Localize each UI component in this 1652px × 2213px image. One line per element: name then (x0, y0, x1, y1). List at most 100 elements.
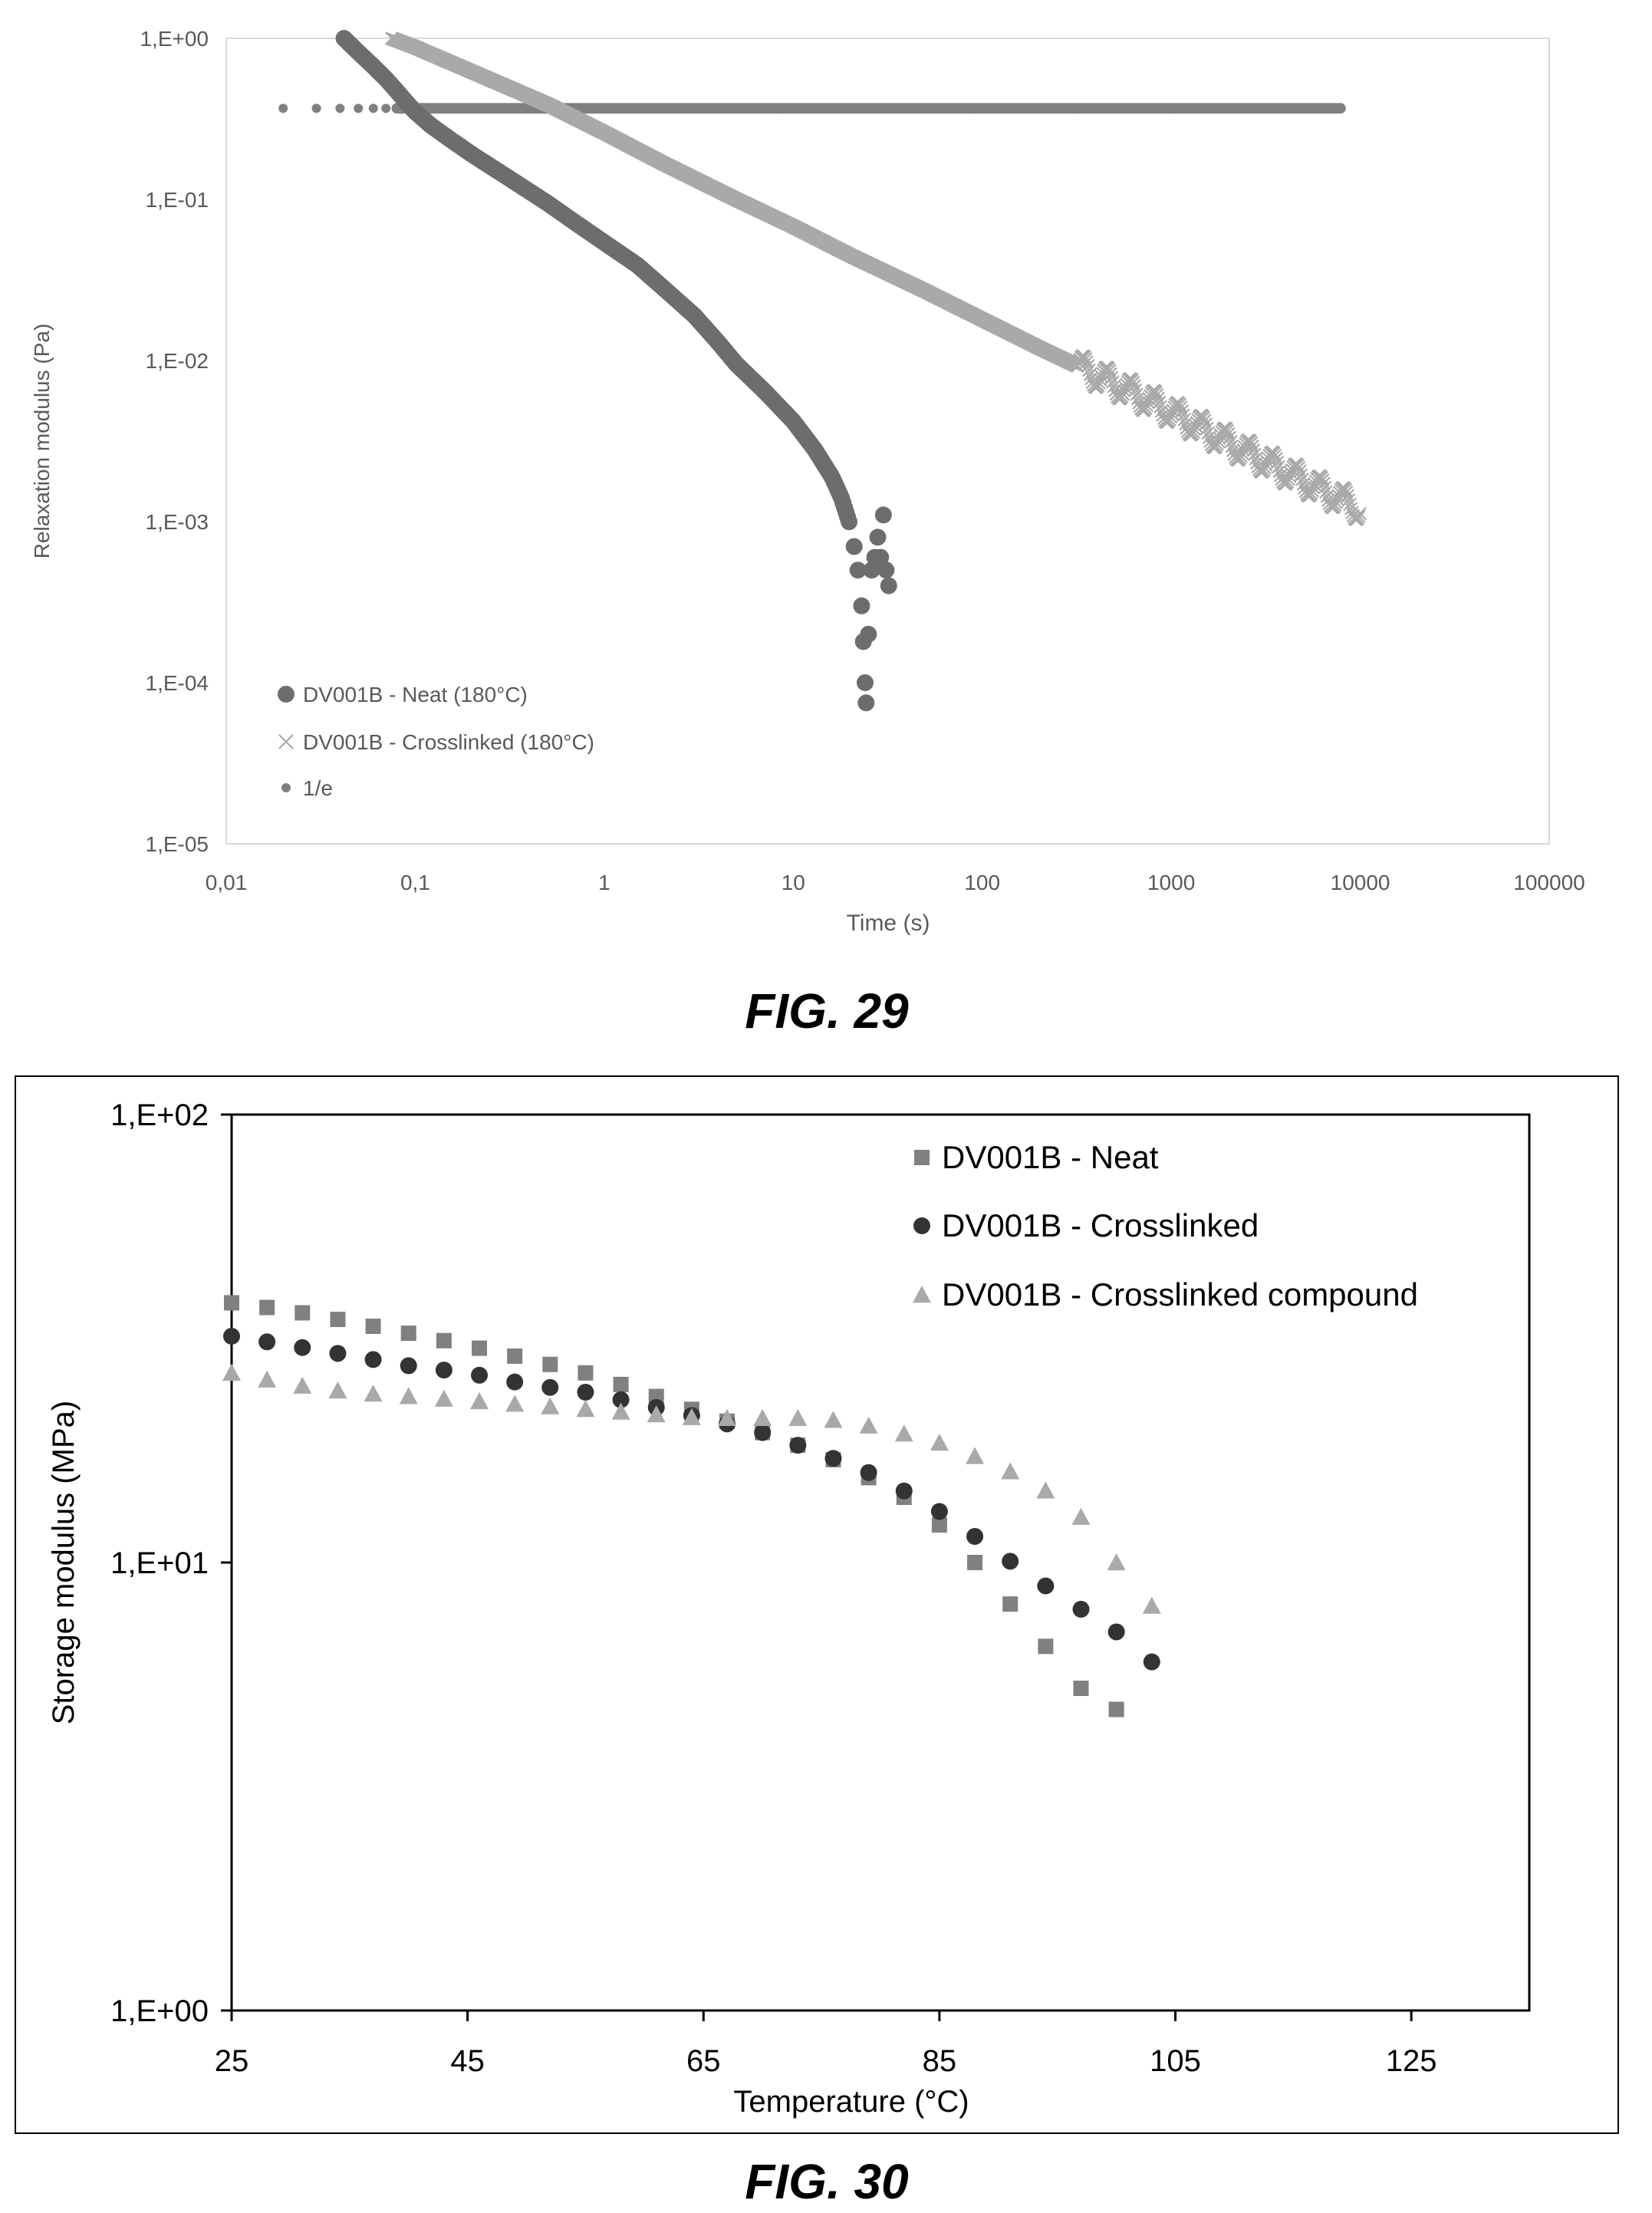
series-compound-point (753, 1408, 772, 1427)
series-compound-point (222, 1363, 241, 1381)
y-tick-label: 1,E+00 (110, 1994, 209, 2028)
series-crosslinked-point (1296, 477, 1311, 491)
series-neat-point (330, 1312, 346, 1328)
legend-marker (913, 1217, 930, 1234)
series-crosslinked-point (754, 1424, 772, 1441)
figure-caption: FIG. 29 (745, 983, 909, 1039)
plot-area-border (230, 1113, 1531, 2012)
series-neat-point (400, 1325, 416, 1342)
series-compound-point (859, 1416, 878, 1434)
series-compound-point (611, 1402, 630, 1420)
series-compound-point (788, 1408, 808, 1427)
series-1e-point (1334, 103, 1346, 114)
series-neat-point (436, 1332, 452, 1349)
storage-modulus-chart: 1,E+02 1,E+01 1,E+00 25 45 65 85 105 125 Temper… (15, 1075, 1619, 2209)
legend-marker (278, 686, 295, 703)
x-tick-label: 45 (450, 2044, 485, 2078)
series-compound-point (1107, 1553, 1126, 1571)
series-crosslinked-point (1106, 375, 1120, 389)
legend-marker (914, 1150, 930, 1165)
series-neat-point (849, 561, 867, 579)
series-neat-point (841, 513, 858, 531)
series-crosslinked-point (1293, 464, 1307, 478)
series-compound-point (258, 1370, 277, 1388)
series-crosslinked-point (1272, 459, 1285, 474)
series-neat-point (872, 548, 890, 566)
series-1e-point (335, 104, 345, 114)
series-crosslinked-point (435, 1362, 452, 1379)
series-compound-point (966, 1447, 985, 1464)
series-neat-point (295, 1305, 311, 1321)
series-crosslinked-point (1248, 447, 1262, 462)
y-tick-label: 1,E-05 (146, 832, 209, 856)
series-compound-point (1001, 1462, 1020, 1480)
series-neat-point (874, 506, 892, 524)
series-crosslinked-point (1270, 456, 1285, 469)
x-tick-label: 125 (1386, 2044, 1437, 2078)
series-crosslinked-point (1127, 379, 1141, 393)
series-compound-point (894, 1424, 913, 1442)
series-crosslinked-point (1246, 439, 1259, 453)
x-tick-label: 105 (1150, 2044, 1201, 2078)
x-tick-label: 25 (215, 2044, 249, 2078)
y-tick-label: 1,E-03 (146, 510, 209, 534)
series-compound-point (328, 1381, 347, 1399)
legend-marker (913, 1286, 931, 1303)
series-crosslinked-point (1104, 370, 1119, 385)
series-crosslinked-point (1128, 383, 1143, 397)
series-crosslinked-point (1295, 473, 1309, 486)
series-crosslinked-point (294, 1339, 311, 1356)
series-crosslinked-point (1318, 480, 1332, 495)
legend-label: DV001B - Neat (180°C) (303, 683, 528, 706)
series-crosslinked-point (1150, 387, 1164, 402)
series-crosslinked-point (1072, 1600, 1090, 1618)
series-crosslinked-point (1130, 391, 1145, 406)
series-crosslinked-point (1143, 1653, 1160, 1671)
series-crosslinked-point (1152, 395, 1167, 410)
series-1e-point (368, 104, 378, 114)
series-crosslinked-point (541, 1378, 559, 1396)
series-compound-point (541, 1397, 560, 1414)
figure-caption: FIG. 30 (745, 2154, 908, 2209)
series-crosslinked-point (1294, 468, 1308, 482)
x-tick-label: 10000 (1331, 871, 1390, 894)
series-neat-point (863, 561, 880, 579)
series-compound-point (930, 1433, 949, 1451)
series-crosslinked-point (1199, 417, 1213, 431)
series-compound-point (293, 1376, 312, 1394)
series-crosslinked-point (1107, 1623, 1125, 1641)
series-crosslinked-point (364, 1351, 382, 1368)
series-compound-point (399, 1387, 418, 1405)
x-tick-label: 1000 (1147, 871, 1195, 894)
series-neat-point (1073, 1680, 1089, 1696)
relaxation-chart: 1,E+00 1,E-01 1,E-02 1,E-03 1,E-04 1,E-05 0,0… (30, 27, 1585, 1039)
series-1e-point (381, 104, 391, 114)
series-crosslinked-point (824, 1450, 842, 1467)
series-crosslinked-point (612, 1391, 630, 1408)
series-crosslinked-point (577, 1383, 594, 1401)
series-crosslinked-point (400, 1357, 417, 1375)
series-neat-point (472, 1340, 488, 1356)
series-1e-point (311, 104, 321, 114)
series-crosslinked-point (1246, 443, 1261, 457)
series-crosslinked-point (1201, 426, 1215, 440)
y-tick-label: 1,E-02 (146, 349, 209, 373)
series-neat-point (1038, 1638, 1054, 1655)
legend-label: 1/e (303, 776, 333, 800)
series-crosslinked-point (1353, 506, 1367, 521)
series-crosslinked-point (895, 1482, 913, 1500)
series-compound-point (1071, 1507, 1091, 1525)
series-neat-point (869, 529, 887, 546)
series-crosslinked-point (1082, 363, 1096, 377)
series-crosslinked-point (1341, 489, 1354, 503)
series-crosslinked-point (258, 1333, 276, 1351)
legend-label: DV001B - Crosslinked (180°C) (303, 730, 594, 754)
series-neat-point (224, 1295, 239, 1311)
series-crosslinked-point (1339, 485, 1354, 499)
x-tick-label: 100000 (1513, 871, 1585, 894)
series-compound-point (1142, 1596, 1161, 1614)
series-crosslinked-point (1223, 430, 1237, 445)
series-crosslinked-point (1081, 359, 1095, 373)
series-crosslinked-point (1315, 473, 1330, 487)
series-neat-point (877, 561, 895, 579)
